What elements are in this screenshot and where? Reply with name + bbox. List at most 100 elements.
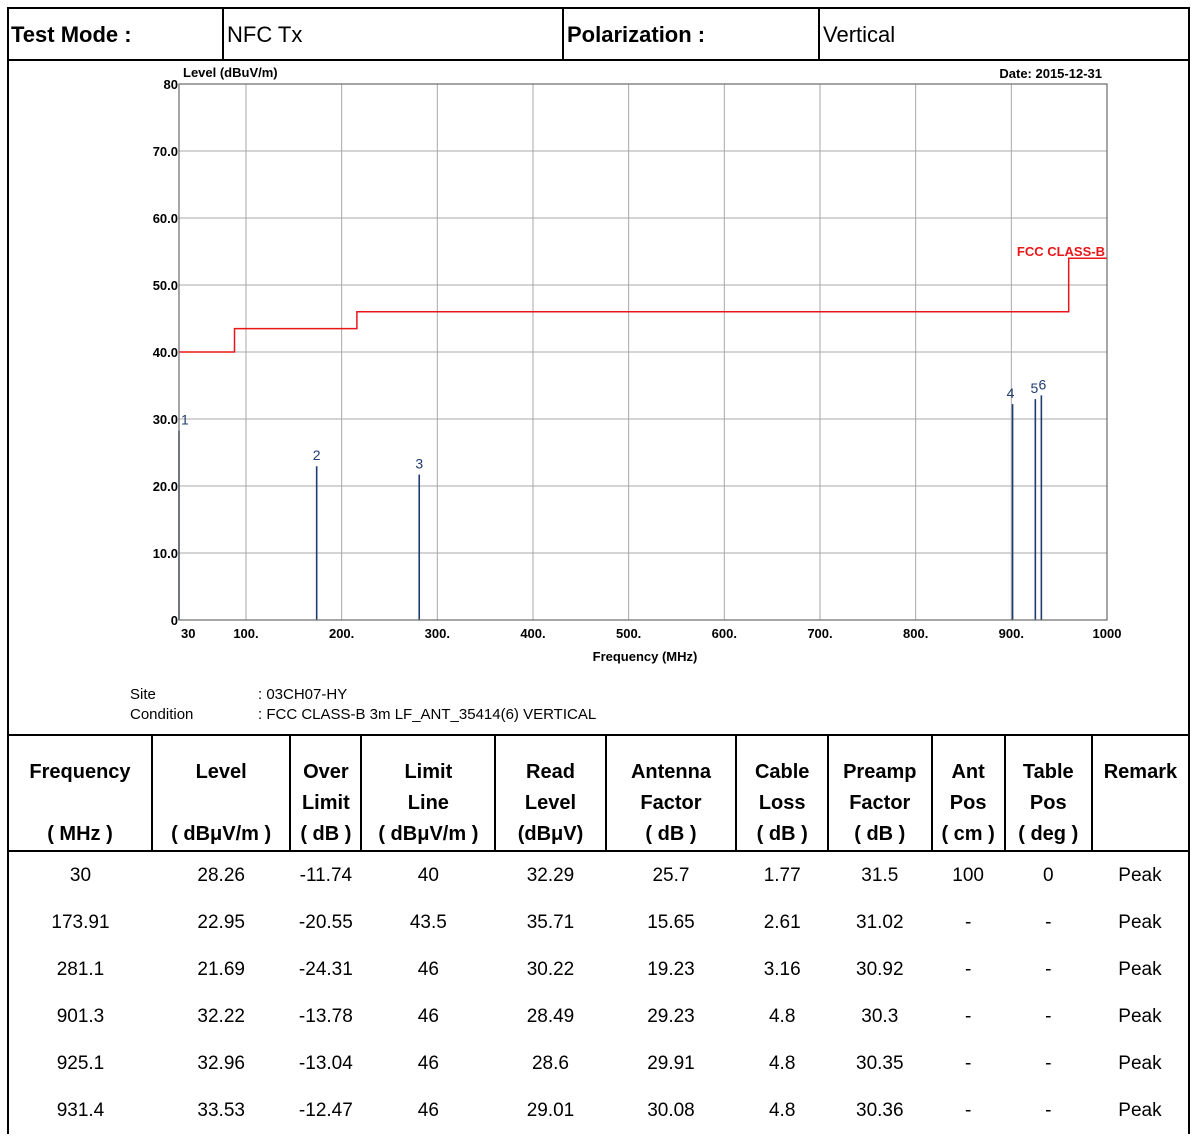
- table-cell: 43.5: [409, 911, 447, 933]
- grid: [179, 84, 1107, 620]
- table-cell: 33.53: [197, 1099, 245, 1121]
- table-cell: 28.6: [531, 1052, 569, 1074]
- table-cell: -: [964, 1005, 972, 1027]
- column-header-line: ( dB ): [300, 823, 352, 845]
- table-cell: -: [964, 1099, 972, 1121]
- table-cell: -: [1045, 911, 1052, 933]
- column-header-line: Antenna: [630, 761, 711, 783]
- column-header: Antenna Factor ( dB ): [604, 734, 738, 852]
- results-table: Frequency ( MHz ) Level ( dBμV/m ) Over Limit…: [7, 734, 1191, 1134]
- column-header-line: Pos: [949, 792, 987, 814]
- column-header-line: [9, 788, 151, 819]
- table-cell: -20.55: [298, 911, 353, 933]
- table-cell: 31.5: [861, 864, 899, 886]
- column-header: Read Level (dBμV): [494, 734, 607, 852]
- table-cell: 22.95: [197, 911, 245, 933]
- table-cell: 46: [417, 958, 439, 980]
- table-cell: 100: [952, 864, 984, 886]
- table-cell: 4.8: [768, 1052, 796, 1074]
- site-value: : 03CH07-HY: [258, 686, 348, 703]
- y-tick-label: 20.0: [153, 479, 178, 494]
- column-header-line: Level: [524, 792, 577, 814]
- peak-label: 6: [1038, 376, 1046, 392]
- table-cell: -24.31: [298, 958, 353, 980]
- column-header: Over Limit ( dB ): [289, 734, 363, 852]
- table-cell: -13.04: [298, 1052, 353, 1074]
- y-tick-label: 10.0: [153, 546, 178, 561]
- column-header-line: [1093, 819, 1188, 850]
- site-label: Site: [130, 686, 156, 703]
- report-frame: Test Mode : NFC Tx Polarization : Vertic…: [7, 7, 1191, 1134]
- column-header: Frequency ( MHz ): [7, 734, 153, 852]
- column-header-line: Read: [526, 761, 575, 783]
- column-header-line: ( dB ): [854, 823, 906, 845]
- header-divider: [562, 9, 564, 59]
- x-tick-label: 30: [181, 626, 195, 641]
- table-cell: 46: [417, 1005, 439, 1027]
- table-row: 30 28.26 -11.74 40 32.29 25.7 1.77 31.5 100 0 Peak: [7, 851, 1191, 899]
- table-cell: 29.23: [647, 1005, 695, 1027]
- table-cell: 32.29: [526, 864, 575, 886]
- column-header-line: Pos: [1029, 792, 1067, 814]
- plot-border: [178, 83, 1108, 621]
- table-cell: -: [964, 911, 972, 933]
- axes: 0 10.0 20.0 30.0 40.0 50.0 60.0 70.0 80 30 100. 200…: [153, 77, 1122, 641]
- column-header: Ant Pos ( cm ): [930, 734, 1006, 852]
- test-mode-label: Test Mode :: [11, 22, 132, 47]
- x-tick-label: 900.: [999, 626, 1024, 641]
- table-cell: 30.36: [856, 1099, 904, 1121]
- table-cell: 25.7: [652, 864, 690, 886]
- table-cell: 40: [417, 864, 439, 886]
- test-mode-value: NFC Tx: [227, 22, 303, 47]
- column-header-line: Over: [303, 761, 349, 783]
- column-header-line: Factor: [849, 792, 911, 814]
- column-header-line: ( MHz ): [47, 823, 113, 845]
- limit-line-group: [179, 257, 1107, 353]
- table-cell: Peak: [1091, 946, 1191, 993]
- table-cell: 29.91: [647, 1052, 695, 1074]
- column-header: Cable Loss ( dB ): [735, 734, 829, 852]
- table-cell: 281.1: [7, 946, 152, 993]
- column-header-line: Factor: [640, 792, 702, 814]
- column-header-line: Remark: [1103, 761, 1178, 783]
- x-tick-label: 700.: [807, 626, 832, 641]
- y-tick-label: 0: [171, 613, 178, 628]
- column-header-line: Limit: [301, 792, 350, 814]
- table-cell: Peak: [1091, 993, 1191, 1040]
- column-header-line: ( cm ): [941, 823, 995, 845]
- table-cell: -: [1045, 1099, 1052, 1121]
- x-tick-label: 300.: [425, 626, 450, 641]
- table-cell: 32.22: [197, 1005, 245, 1027]
- table-cell: 30: [7, 851, 152, 899]
- table-cell: 32.96: [197, 1052, 245, 1074]
- table-cell: -13.78: [298, 1005, 353, 1027]
- table-cell: Peak: [1091, 1040, 1191, 1087]
- table-cell: 15.65: [647, 911, 695, 933]
- table-cell: 0: [1042, 864, 1054, 886]
- y-tick-label: 80: [164, 77, 178, 92]
- column-header-line: [153, 788, 289, 819]
- y-tick-label: 60.0: [153, 211, 178, 226]
- table-cell: 46: [417, 1052, 439, 1074]
- x-tick-label: 100.: [233, 626, 258, 641]
- table-cell: 3.16: [763, 958, 801, 980]
- condition-value: : FCC CLASS-B 3m LF_ANT_35414(6) VERTICA…: [258, 706, 597, 723]
- column-header: Level ( dBμV/m ): [150, 734, 292, 852]
- table-cell: 30.22: [526, 958, 575, 980]
- x-tick-label: 1000: [1093, 626, 1122, 641]
- table-cell: 30.92: [856, 958, 904, 980]
- peak-label: 2: [313, 447, 321, 463]
- x-tick-label: 500.: [616, 626, 641, 641]
- header-row: Frequency ( MHz ) Level ( dBμV/m ) Over Limit…: [7, 734, 1191, 852]
- column-header-line: Table: [1022, 761, 1074, 783]
- table-cell: 4.8: [768, 1005, 796, 1027]
- column-header-line: ( dBμV/m ): [171, 823, 272, 845]
- column-header-line: ( dB ): [756, 823, 808, 845]
- table-cell: -: [964, 1052, 972, 1074]
- table-cell: 4.8: [768, 1099, 796, 1121]
- table-cell: 28.49: [526, 1005, 575, 1027]
- peak-label: 4: [1007, 385, 1015, 401]
- polarization-value: Vertical: [823, 22, 896, 47]
- y-tick-label: 70.0: [153, 144, 178, 159]
